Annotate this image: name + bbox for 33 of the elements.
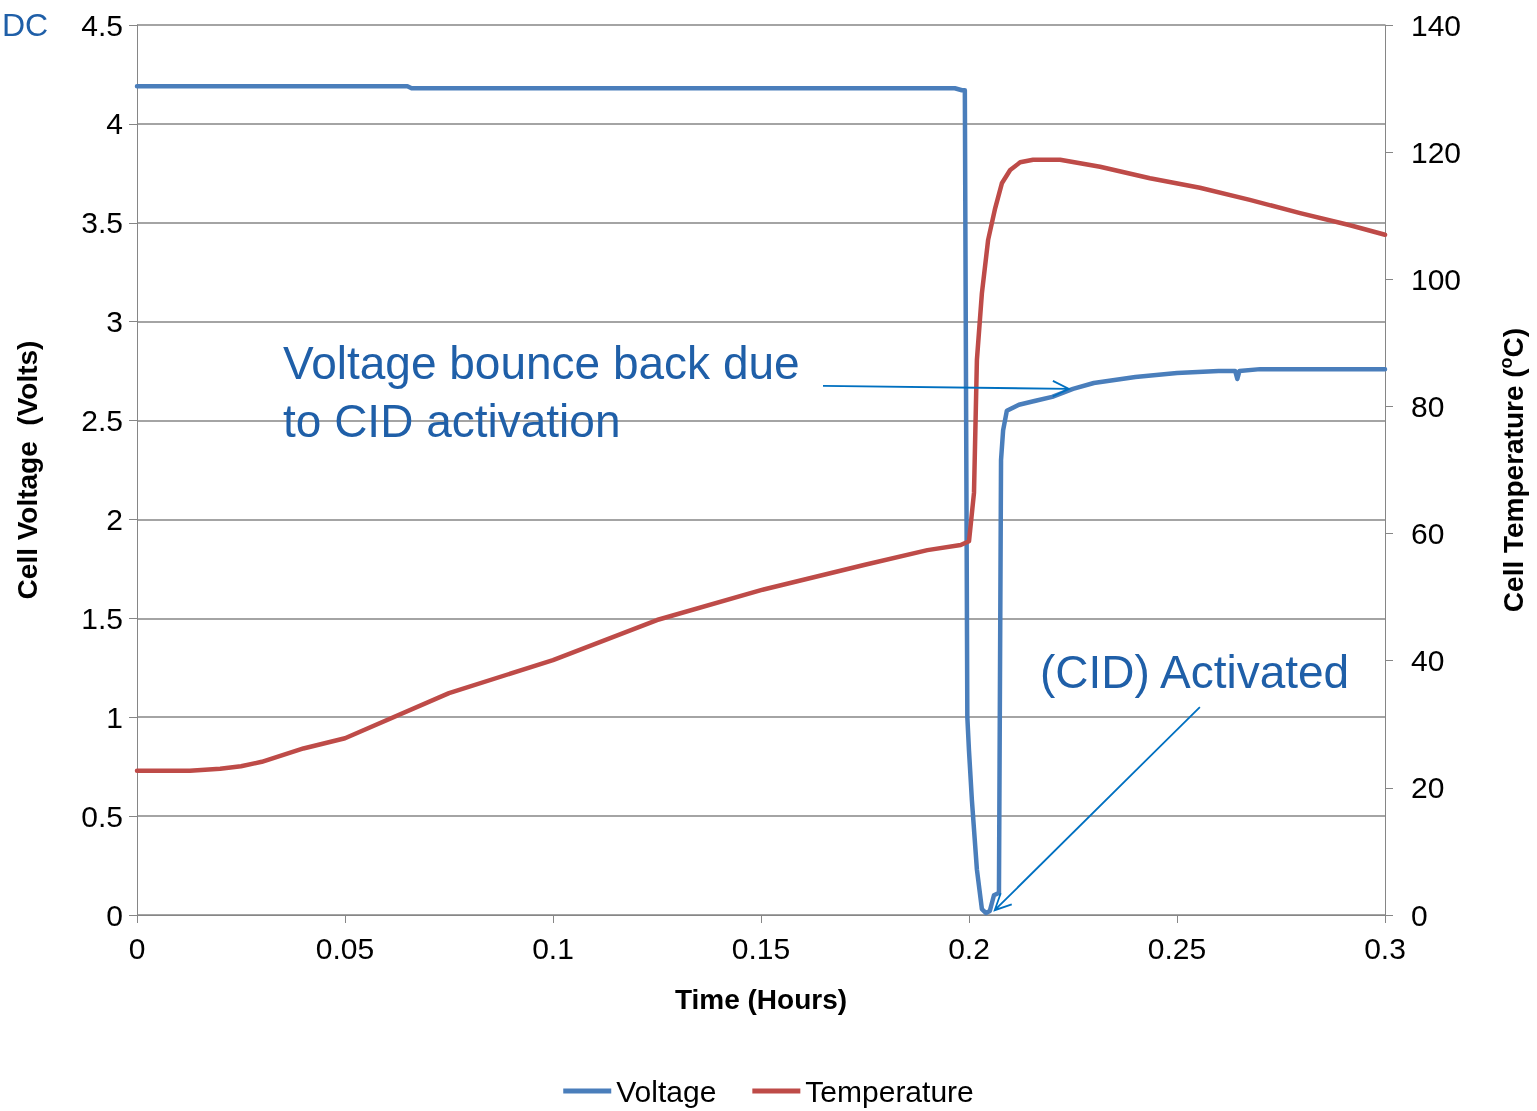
y-tick-label: 4 bbox=[106, 107, 123, 141]
y2-tick-label: 40 bbox=[1411, 644, 1445, 678]
y-tick-label: 2 bbox=[106, 502, 123, 536]
x-axis-title: Time (Hours) bbox=[674, 983, 848, 1015]
annotation: Voltage bounce back due to CID activation bbox=[283, 335, 801, 449]
y-tick-label: 2.5 bbox=[81, 404, 123, 438]
y-tick-label: 4.5 bbox=[81, 8, 123, 42]
annotation: (CID) Activated bbox=[1039, 645, 1350, 700]
x-tick-label: 0.1 bbox=[532, 931, 574, 965]
legend-label: Temperature bbox=[805, 1074, 974, 1108]
x-tick-label: 0 bbox=[128, 931, 146, 965]
x-tick-label: 0.25 bbox=[1147, 931, 1207, 965]
x-tick-label: 0.2 bbox=[948, 931, 990, 965]
y2-tick-label: 0 bbox=[1411, 898, 1428, 932]
x-tick-label: 0.05 bbox=[315, 931, 375, 965]
y2-tick-label: 120 bbox=[1411, 135, 1462, 169]
text: DC bbox=[2, 6, 49, 45]
y-axis-title: Cell Voltage (Volts) bbox=[11, 340, 43, 600]
x-tick-label: 0.3 bbox=[1364, 931, 1406, 965]
x-tick-label: 0.15 bbox=[731, 931, 791, 965]
y2-tick-label: 60 bbox=[1411, 517, 1445, 551]
legend-label: Voltage bbox=[616, 1074, 717, 1108]
y-tick-label: 3 bbox=[106, 305, 123, 339]
y2-tick-label: 100 bbox=[1411, 262, 1462, 296]
y-tick-label: 1 bbox=[106, 700, 123, 734]
y2-tick-label: 20 bbox=[1411, 771, 1445, 805]
y2-tick-label: 140 bbox=[1411, 8, 1462, 42]
y-tick-label: 1.5 bbox=[81, 601, 123, 635]
y-tick-label: 3.5 bbox=[81, 206, 123, 240]
y2-tick-label: 80 bbox=[1411, 389, 1445, 423]
y2-axis-title: Cell Temperature (oC) bbox=[1496, 327, 1529, 613]
y-tick-label: 0 bbox=[106, 898, 123, 932]
y-tick-label: 0.5 bbox=[81, 799, 123, 833]
